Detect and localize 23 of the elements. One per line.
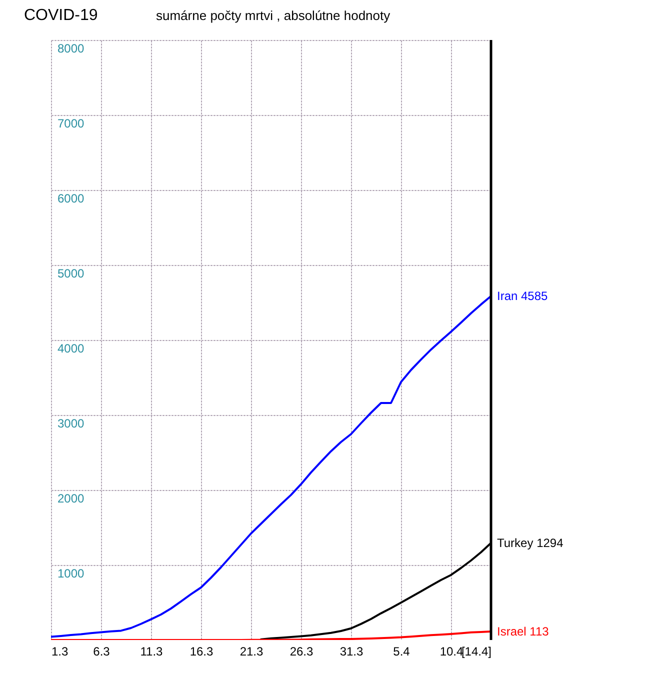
x-tick-label: 21.3 (240, 644, 264, 658)
y-tick-label: 4000 (58, 342, 85, 356)
chart-title: COVID-19 (24, 7, 98, 24)
y-tick-label: 8000 (58, 42, 85, 56)
text: Israel 113 (497, 624, 549, 639)
y-tick-label: 5000 (58, 266, 85, 280)
x-tick-label: 5.4 (393, 644, 410, 658)
x-tick-label: 16.3 (190, 644, 214, 658)
text: Iran 4585 (497, 289, 548, 304)
x-tick-label: 6.3 (93, 644, 110, 658)
x-tick-label: 10.4 (440, 644, 464, 658)
y-tick-label: 3000 (58, 416, 85, 430)
x-tick-label: 1.3 (52, 644, 69, 658)
y-tick-label: 1000 (58, 566, 85, 580)
x-tick-label: 26.3 (290, 644, 314, 658)
x-tick-label: 31.3 (340, 644, 364, 658)
y-tick-label: 7000 (58, 116, 85, 130)
x-tick-label: [14.4] (461, 644, 492, 658)
chart-subtitle: sumárne počty mrtvi , absolútne hodnoty (156, 8, 391, 23)
text: Turkey 1294 (497, 536, 564, 550)
x-tick-label: 11.3 (140, 644, 164, 658)
y-tick-label: 2000 (58, 492, 85, 506)
y-tick-label: 6000 (58, 192, 85, 206)
